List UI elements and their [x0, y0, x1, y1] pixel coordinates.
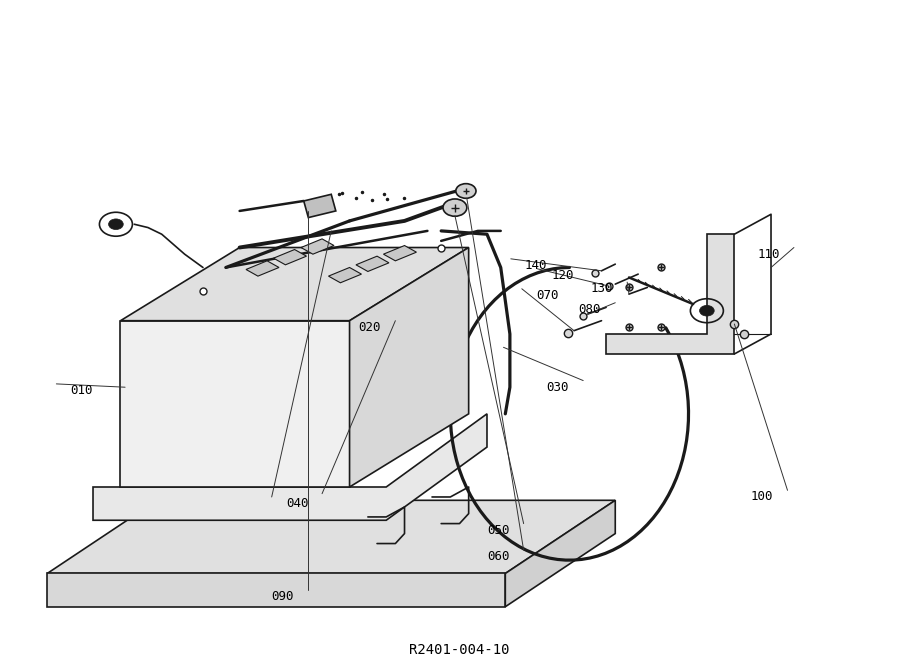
- Polygon shape: [304, 194, 335, 218]
- Text: 100: 100: [751, 490, 774, 504]
- Text: 030: 030: [547, 381, 569, 393]
- Polygon shape: [120, 248, 469, 321]
- Polygon shape: [274, 250, 307, 265]
- Text: 080: 080: [579, 303, 601, 316]
- Polygon shape: [383, 246, 416, 261]
- Polygon shape: [120, 321, 349, 487]
- Text: 060: 060: [487, 550, 509, 563]
- Text: 050: 050: [487, 524, 509, 537]
- Polygon shape: [246, 261, 279, 276]
- Polygon shape: [607, 234, 734, 354]
- Polygon shape: [93, 414, 487, 520]
- Text: 070: 070: [536, 289, 559, 302]
- Text: 110: 110: [757, 248, 780, 261]
- Polygon shape: [47, 500, 615, 574]
- Polygon shape: [47, 574, 505, 607]
- Circle shape: [456, 184, 476, 198]
- Circle shape: [443, 199, 467, 216]
- Polygon shape: [328, 267, 361, 283]
- Polygon shape: [301, 239, 334, 254]
- Circle shape: [108, 219, 123, 230]
- Text: 020: 020: [358, 321, 381, 334]
- Circle shape: [699, 305, 714, 316]
- Polygon shape: [505, 500, 615, 607]
- Text: R2401-004-10: R2401-004-10: [409, 643, 510, 657]
- Text: 140: 140: [525, 259, 548, 272]
- Polygon shape: [349, 248, 469, 487]
- Text: 040: 040: [286, 497, 308, 510]
- Text: 130: 130: [591, 283, 613, 295]
- Text: 090: 090: [272, 591, 294, 603]
- Polygon shape: [356, 256, 389, 271]
- Text: 120: 120: [551, 269, 574, 282]
- Text: 010: 010: [71, 384, 93, 397]
